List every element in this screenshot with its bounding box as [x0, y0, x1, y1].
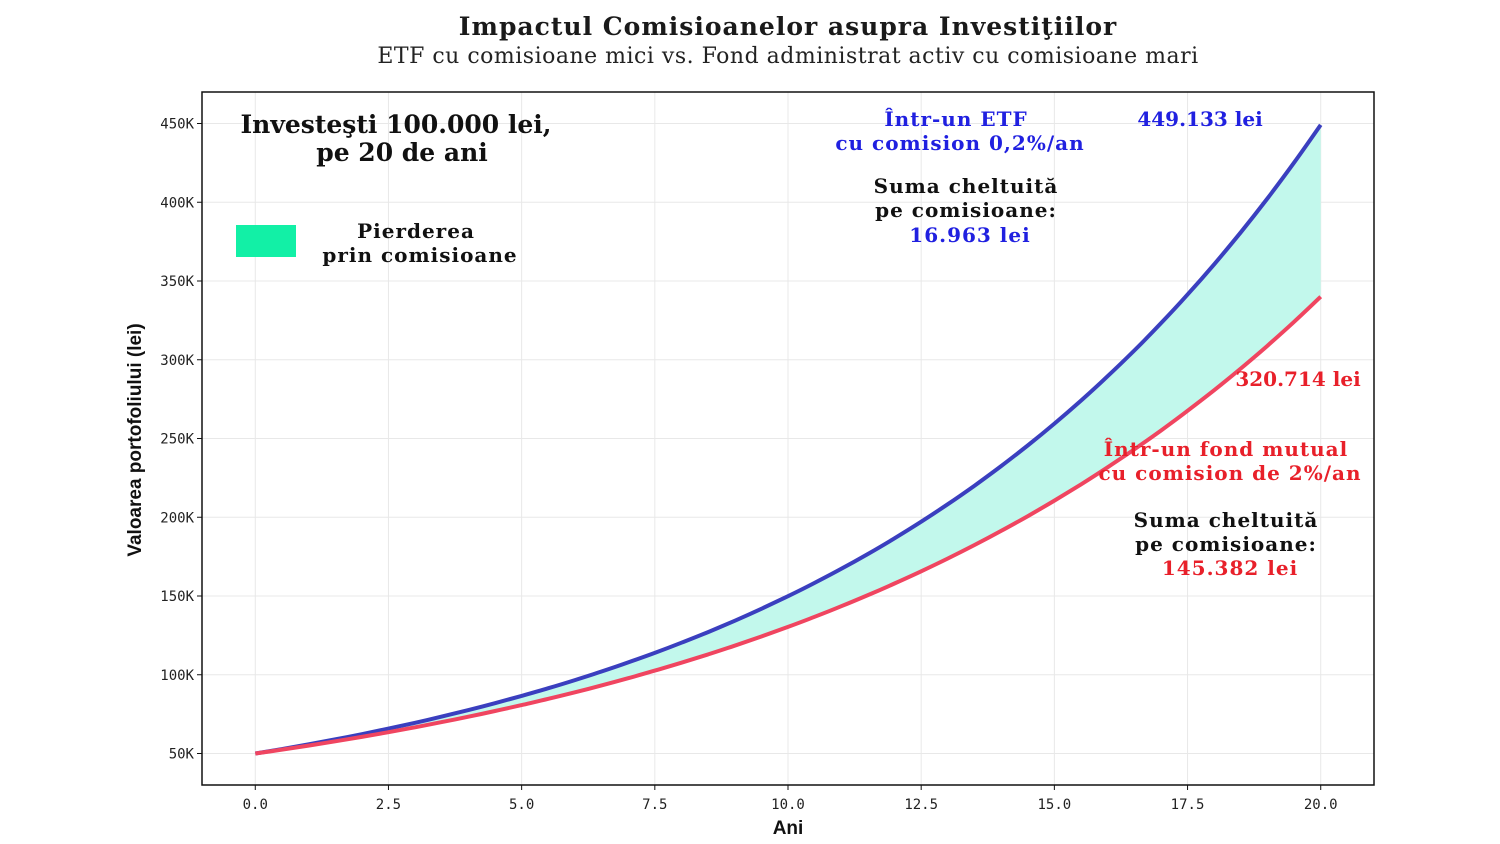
- x-tick-label: 20.0: [1304, 797, 1338, 813]
- y-axis-ticks: 50K 100K 150K 200K 250K 300K 350K 400K 450K: [160, 117, 202, 763]
- x-tick-label: 7.5: [642, 797, 667, 813]
- chart-subtitle: ETF cu comisioane mici vs. Fond administ…: [377, 44, 1199, 69]
- y-tick-label: 100K: [160, 668, 194, 684]
- fund-spent-value: 145.382 lei: [1162, 556, 1298, 580]
- legend-label-line2: prin comisioane: [322, 243, 517, 267]
- fund-spent-line1: Suma cheltuită: [1134, 508, 1319, 532]
- x-tick-label: 17.5: [1171, 797, 1205, 813]
- fund-series-line: [255, 295, 1323, 756]
- etf-spent-value: 16.963 lei: [909, 223, 1030, 247]
- etf-final-value: 449.133 lei: [1137, 107, 1263, 131]
- etf-spent-line1: Suma cheltuită: [874, 174, 1059, 198]
- y-tick-label: 350K: [160, 274, 194, 290]
- y-tick-label: 400K: [160, 195, 194, 211]
- fund-spent-line2: pe comisioane:: [1135, 532, 1317, 556]
- y-tick-label: 200K: [160, 510, 194, 526]
- x-axis-ticks: 0.0 2.5 5.0 7.5 10.0 12.5 15.0 17.5 20.0: [243, 785, 1338, 813]
- etf-label-line2: cu comision 0,2%/an: [835, 131, 1084, 155]
- fund-label-line2: cu comision de 2%/an: [1098, 461, 1361, 485]
- x-tick-label: 10.0: [771, 797, 805, 813]
- fee-loss-area: [255, 124, 1321, 754]
- x-tick-label: 12.5: [904, 797, 938, 813]
- x-tick-label: 5.0: [509, 797, 534, 813]
- fund-label-line1: Într-un fond mutual: [1104, 437, 1349, 461]
- y-tick-label: 250K: [160, 432, 194, 448]
- y-tick-label: 50K: [169, 747, 195, 763]
- investment-note-line2: pe 20 de ani: [316, 138, 488, 167]
- etf-series-line: [254, 123, 1323, 756]
- chart-title: Impactul Comisioanelor asupra Investiţii…: [458, 12, 1118, 41]
- x-tick-label: 15.0: [1038, 797, 1072, 813]
- legend-label-line1: Pierderea: [357, 219, 475, 243]
- x-tick-label: 2.5: [376, 797, 401, 813]
- y-axis-title: Valoarea portofoliului (lei): [125, 323, 146, 556]
- y-tick-label: 450K: [160, 117, 194, 133]
- y-tick-label: 300K: [160, 353, 194, 369]
- x-axis-title: Ani: [773, 818, 804, 839]
- investment-note-line1: Investeşti 100.000 lei,: [240, 110, 551, 139]
- y-tick-label: 150K: [160, 589, 194, 605]
- fund-final-value: 320.714 lei: [1235, 367, 1361, 391]
- x-tick-label: 0.0: [243, 797, 268, 813]
- etf-spent-line2: pe comisioane:: [875, 198, 1057, 222]
- etf-label-line1: Într-un ETF: [884, 107, 1027, 131]
- legend-swatch: [236, 225, 296, 257]
